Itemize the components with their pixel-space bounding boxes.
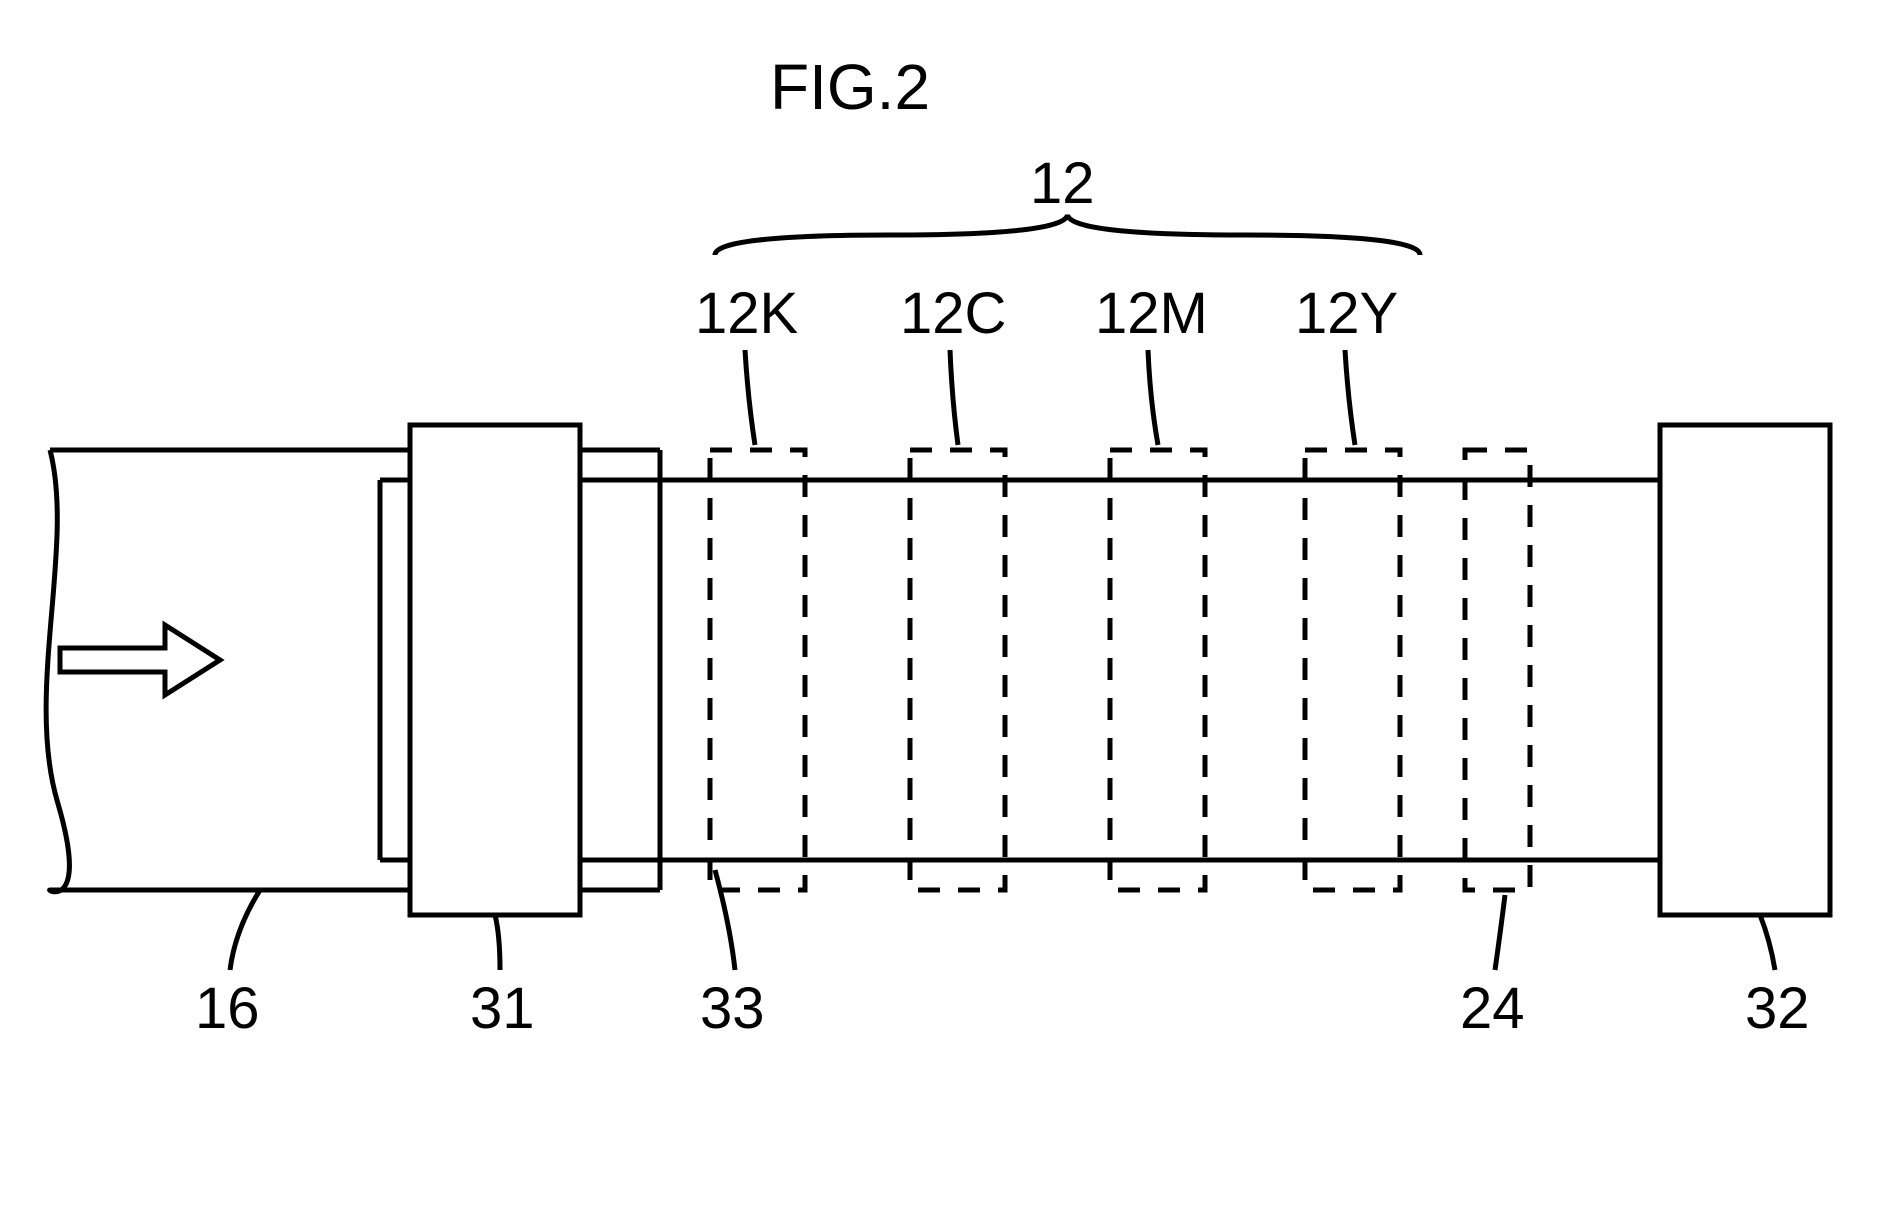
leader-line <box>1760 915 1775 970</box>
sensor <box>1465 450 1530 890</box>
print-head <box>710 450 805 890</box>
feed-arrow <box>60 625 220 695</box>
roller-rear <box>1660 425 1830 915</box>
roller-front <box>410 425 580 915</box>
leader-line <box>1495 895 1505 970</box>
print-head <box>910 450 1005 890</box>
belt-label: 33 <box>700 975 765 1042</box>
roller-rear-label: 32 <box>1745 975 1810 1042</box>
leader-line <box>745 350 755 445</box>
sensor-label: 24 <box>1460 975 1525 1042</box>
leader-line <box>230 890 260 970</box>
leader-line <box>495 915 500 970</box>
print-head <box>1110 450 1205 890</box>
head-label-12Y: 12Y <box>1295 280 1398 347</box>
head-label-12M: 12M <box>1095 280 1208 347</box>
head-label-12K: 12K <box>695 280 798 347</box>
leader-line <box>950 350 958 445</box>
leader-line <box>1148 350 1158 445</box>
head-label-12C: 12C <box>900 280 1006 347</box>
leader-line <box>715 870 735 970</box>
roller-front-label: 31 <box>470 975 535 1042</box>
paper-label: 16 <box>195 975 260 1042</box>
figure-title: FIG.2 <box>770 50 930 124</box>
print-head <box>1305 450 1400 890</box>
group-label-12: 12 <box>1030 150 1095 217</box>
group-brace <box>715 215 1420 255</box>
leader-line <box>1345 350 1355 445</box>
